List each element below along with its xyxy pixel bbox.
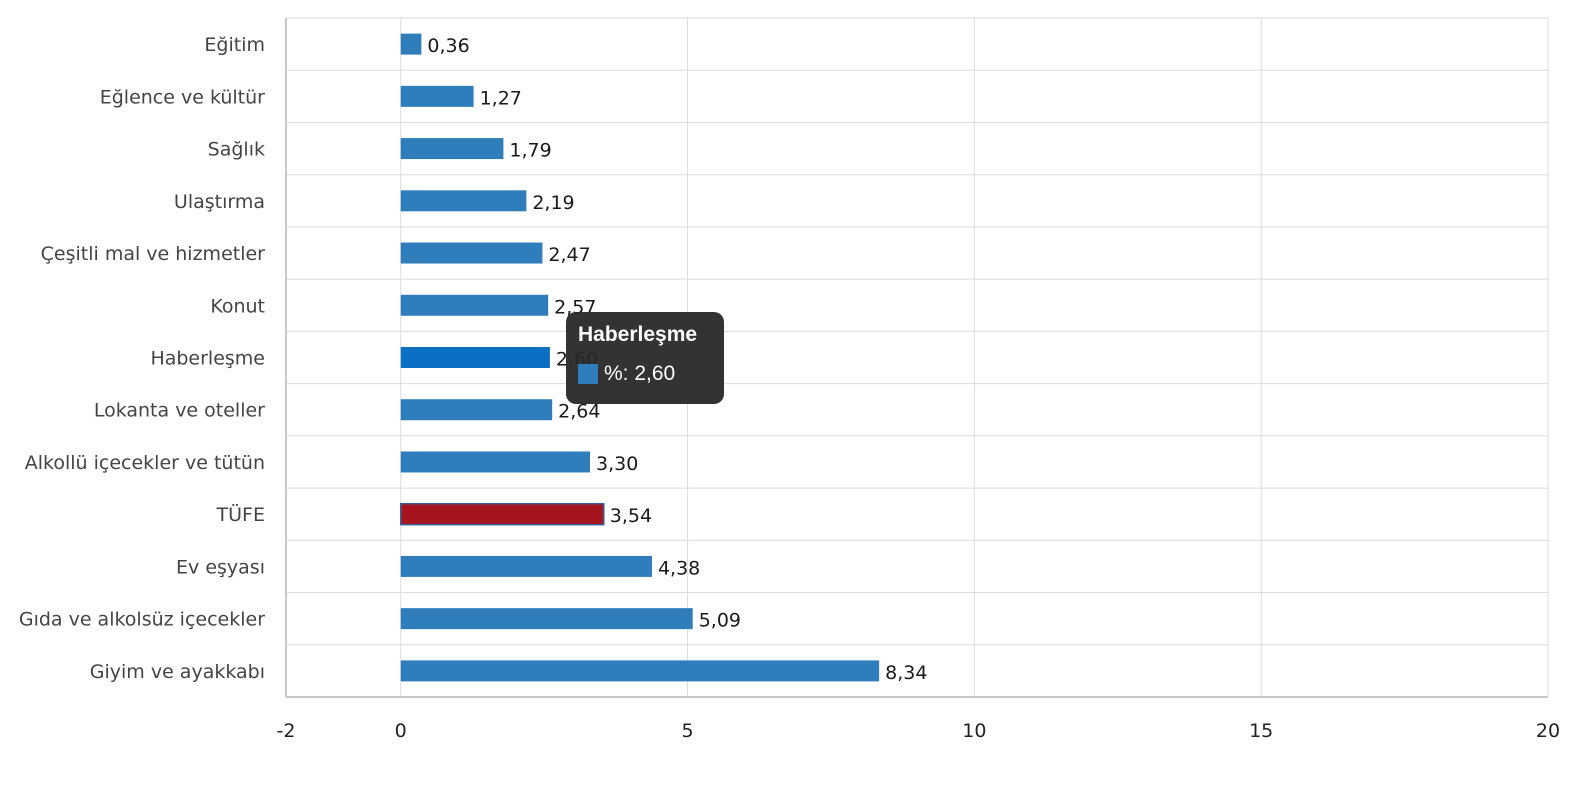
data-label: 5,09 <box>699 610 741 632</box>
bar <box>400 190 527 212</box>
bar <box>400 399 553 421</box>
bar <box>400 294 549 316</box>
data-label: 2,64 <box>558 401 600 423</box>
x-tick-label: 5 <box>681 720 693 742</box>
bar <box>399 502 605 526</box>
category-label: Haberleşme <box>150 348 265 370</box>
data-label: 0,36 <box>427 35 469 57</box>
bar <box>400 555 652 577</box>
bar <box>400 608 693 630</box>
category-label: Çeşitli mal ve hizmetler <box>41 243 266 265</box>
category-label: Konut <box>210 295 265 317</box>
tooltip-title: Haberleşme <box>578 323 698 346</box>
category-label: Lokanta ve oteller <box>94 400 265 422</box>
data-label: 2,19 <box>532 192 574 214</box>
data-label: 3,30 <box>596 453 638 475</box>
x-tick-label: -2 <box>277 720 296 742</box>
category-label: Sağlık <box>208 139 265 161</box>
bar <box>400 33 422 55</box>
tooltip-swatch-icon <box>578 364 598 384</box>
category-label: Alkollü içecekler ve tütün <box>25 452 265 474</box>
labels-layer: -2 0 5 10 15 20 Eğitim 0,36 Eğlence ve kültür 1,2… <box>19 34 1560 742</box>
bar <box>400 242 543 264</box>
tooltip-value: %: 2,60 <box>604 362 676 385</box>
grid-layer <box>285 17 1549 698</box>
data-label: 1,79 <box>509 140 551 162</box>
tooltip: Haberleşme %: 2,60 <box>566 312 724 404</box>
bar <box>400 660 880 682</box>
bar <box>400 85 474 107</box>
category-label: Eğitim <box>204 34 265 56</box>
data-label: 1,27 <box>480 87 522 109</box>
x-tick-label: 10 <box>962 720 986 742</box>
x-tick-label: 20 <box>1536 720 1560 742</box>
data-label: 8,34 <box>885 662 927 684</box>
data-label: 2,47 <box>548 244 590 266</box>
data-label: 3,54 <box>610 505 652 527</box>
data-label: 4,38 <box>658 557 700 579</box>
category-label: Ev eşyası <box>176 556 265 578</box>
x-tick-label: 0 <box>395 720 407 742</box>
x-tick-label: 15 <box>1249 720 1273 742</box>
bars-layer <box>399 33 880 682</box>
bar <box>400 138 504 160</box>
category-label: Gıda ve alkolsüz içecekler <box>19 609 265 631</box>
category-label: TÜFE <box>216 503 265 526</box>
bar <box>400 347 550 368</box>
category-label: Ulaştırma <box>174 191 265 213</box>
category-label: Giyim ve ayakkabı <box>90 661 265 683</box>
tooltip-row: %: 2,60 <box>578 362 712 386</box>
category-label: Eğlence ve kültür <box>100 86 265 108</box>
bar <box>400 451 591 473</box>
